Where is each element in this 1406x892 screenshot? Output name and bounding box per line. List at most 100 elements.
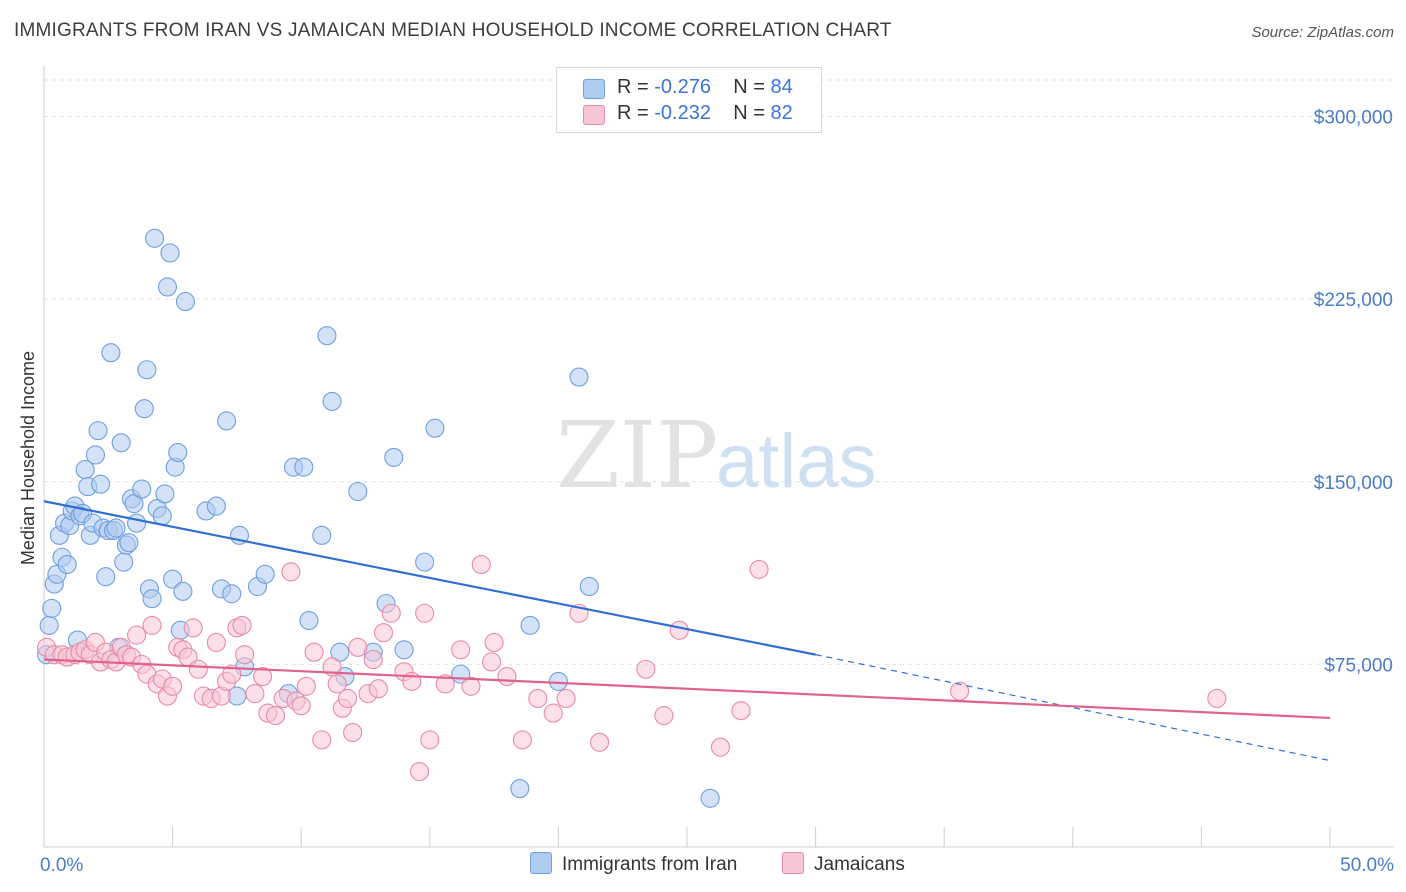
point-iran bbox=[142, 589, 162, 609]
point-jamaicans bbox=[512, 730, 532, 750]
point-iran bbox=[101, 343, 121, 363]
point-iran bbox=[222, 584, 242, 604]
point-iran bbox=[217, 411, 237, 431]
point-jamaicans bbox=[245, 684, 265, 704]
point-iran bbox=[384, 447, 404, 467]
point-jamaicans bbox=[142, 615, 162, 635]
n-label: N = bbox=[733, 76, 771, 98]
point-iran bbox=[312, 525, 332, 545]
point-jamaicans bbox=[337, 688, 358, 709]
trend-line-jamaicans bbox=[43, 658, 1331, 720]
point-jamaicans bbox=[731, 701, 751, 721]
bottom-legend-label: Jamaicans bbox=[814, 854, 905, 875]
point-iran bbox=[425, 418, 445, 438]
trend-line-iran bbox=[43, 500, 816, 656]
point-jamaicans bbox=[163, 676, 183, 696]
point-iran bbox=[137, 360, 157, 380]
chart-title: IMMIGRANTS FROM IRAN VS JAMAICAN MEDIAN … bbox=[14, 20, 892, 41]
point-jamaicans bbox=[409, 761, 430, 782]
y-axis-label: Median Household Income bbox=[18, 351, 38, 565]
point-jamaicans bbox=[420, 730, 440, 750]
point-jamaicans bbox=[373, 623, 394, 643]
point-jamaicans bbox=[497, 667, 517, 687]
point-iran bbox=[168, 442, 188, 463]
point-iran bbox=[510, 779, 530, 799]
point-iran bbox=[134, 399, 154, 419]
tick-labels: $75,000 $150,000 $225,000 $300,000 0.0% 50.0% bbox=[40, 108, 1394, 876]
y-tick-label: $300,000 bbox=[1314, 108, 1393, 129]
point-jamaicans bbox=[484, 632, 504, 653]
n-value: 82 bbox=[770, 102, 793, 124]
point-jamaicans bbox=[543, 703, 563, 723]
point-iran bbox=[96, 567, 116, 587]
watermark-atlas: atlas bbox=[716, 419, 877, 504]
point-jamaicans bbox=[232, 615, 252, 635]
point-jamaicans bbox=[235, 645, 255, 665]
point-jamaicans bbox=[415, 603, 435, 623]
point-iran bbox=[127, 513, 147, 533]
y-tick-label: $225,000 bbox=[1314, 290, 1393, 311]
point-jamaicans bbox=[183, 618, 203, 638]
trend-extension-iran bbox=[815, 654, 1331, 762]
point-iran bbox=[206, 496, 226, 516]
r-value: -0.276 bbox=[654, 76, 711, 98]
point-jamaicans bbox=[327, 674, 347, 694]
point-iran bbox=[548, 671, 568, 691]
point-iran bbox=[157, 277, 178, 297]
point-jamaicans bbox=[312, 730, 332, 750]
point-iran bbox=[299, 611, 319, 631]
point-jamaicans bbox=[296, 676, 316, 696]
point-iran bbox=[255, 564, 275, 584]
point-iran bbox=[39, 615, 59, 635]
y-tick-label: $150,000 bbox=[1314, 473, 1393, 494]
point-iran bbox=[317, 326, 337, 346]
point-jamaicans bbox=[127, 625, 147, 645]
point-jamaicans bbox=[368, 679, 388, 699]
point-iran bbox=[111, 433, 131, 453]
bottom-swatch-iran bbox=[530, 852, 552, 874]
point-iran bbox=[42, 598, 62, 618]
watermark-zip: ZIP bbox=[556, 402, 718, 509]
point-jamaicans bbox=[636, 659, 656, 679]
point-jamaicans bbox=[1207, 688, 1227, 709]
point-jamaicans bbox=[669, 620, 689, 640]
point-jamaicans bbox=[461, 676, 481, 696]
point-iran bbox=[322, 391, 342, 411]
point-jamaicans bbox=[471, 554, 491, 575]
legend-swatch-jamaicans bbox=[583, 105, 605, 125]
point-iran bbox=[415, 552, 435, 572]
point-iran bbox=[57, 554, 77, 575]
bottom-legend-jamaicans: Jamaicans bbox=[782, 852, 905, 878]
point-jamaicans bbox=[451, 640, 471, 660]
axes bbox=[43, 66, 1394, 848]
legend-swatch-iran bbox=[583, 79, 605, 99]
point-iran bbox=[569, 367, 589, 387]
r-label: R = bbox=[617, 76, 655, 98]
point-jamaicans bbox=[253, 667, 273, 687]
point-iran bbox=[294, 457, 314, 477]
point-jamaicans bbox=[435, 674, 455, 694]
y-tick-label: $75,000 bbox=[1324, 655, 1393, 676]
point-iran bbox=[145, 228, 165, 248]
point-jamaicans bbox=[343, 723, 363, 743]
point-iran bbox=[579, 576, 599, 597]
point-iran bbox=[88, 421, 108, 441]
bottom-legend-label: Immigrants from Iran bbox=[562, 854, 738, 875]
x-tick-label: 50.0% bbox=[1340, 855, 1394, 876]
point-iran bbox=[114, 552, 134, 572]
point-jamaicans bbox=[348, 637, 368, 657]
point-jamaicans bbox=[710, 737, 730, 757]
point-jamaicans bbox=[749, 559, 769, 579]
point-jamaicans bbox=[265, 705, 286, 726]
n-label: N = bbox=[733, 102, 771, 124]
point-iran bbox=[175, 292, 196, 312]
point-jamaicans bbox=[188, 659, 208, 679]
r-label: R = bbox=[617, 102, 655, 124]
bottom-legend-iran: Immigrants from Iran bbox=[530, 852, 737, 878]
source-label: Source: ZipAtlas.com bbox=[1251, 24, 1394, 41]
point-iran bbox=[700, 788, 720, 808]
point-jamaicans bbox=[381, 603, 401, 623]
bottom-swatch-jamaicans bbox=[782, 852, 804, 874]
point-iran bbox=[85, 445, 105, 465]
